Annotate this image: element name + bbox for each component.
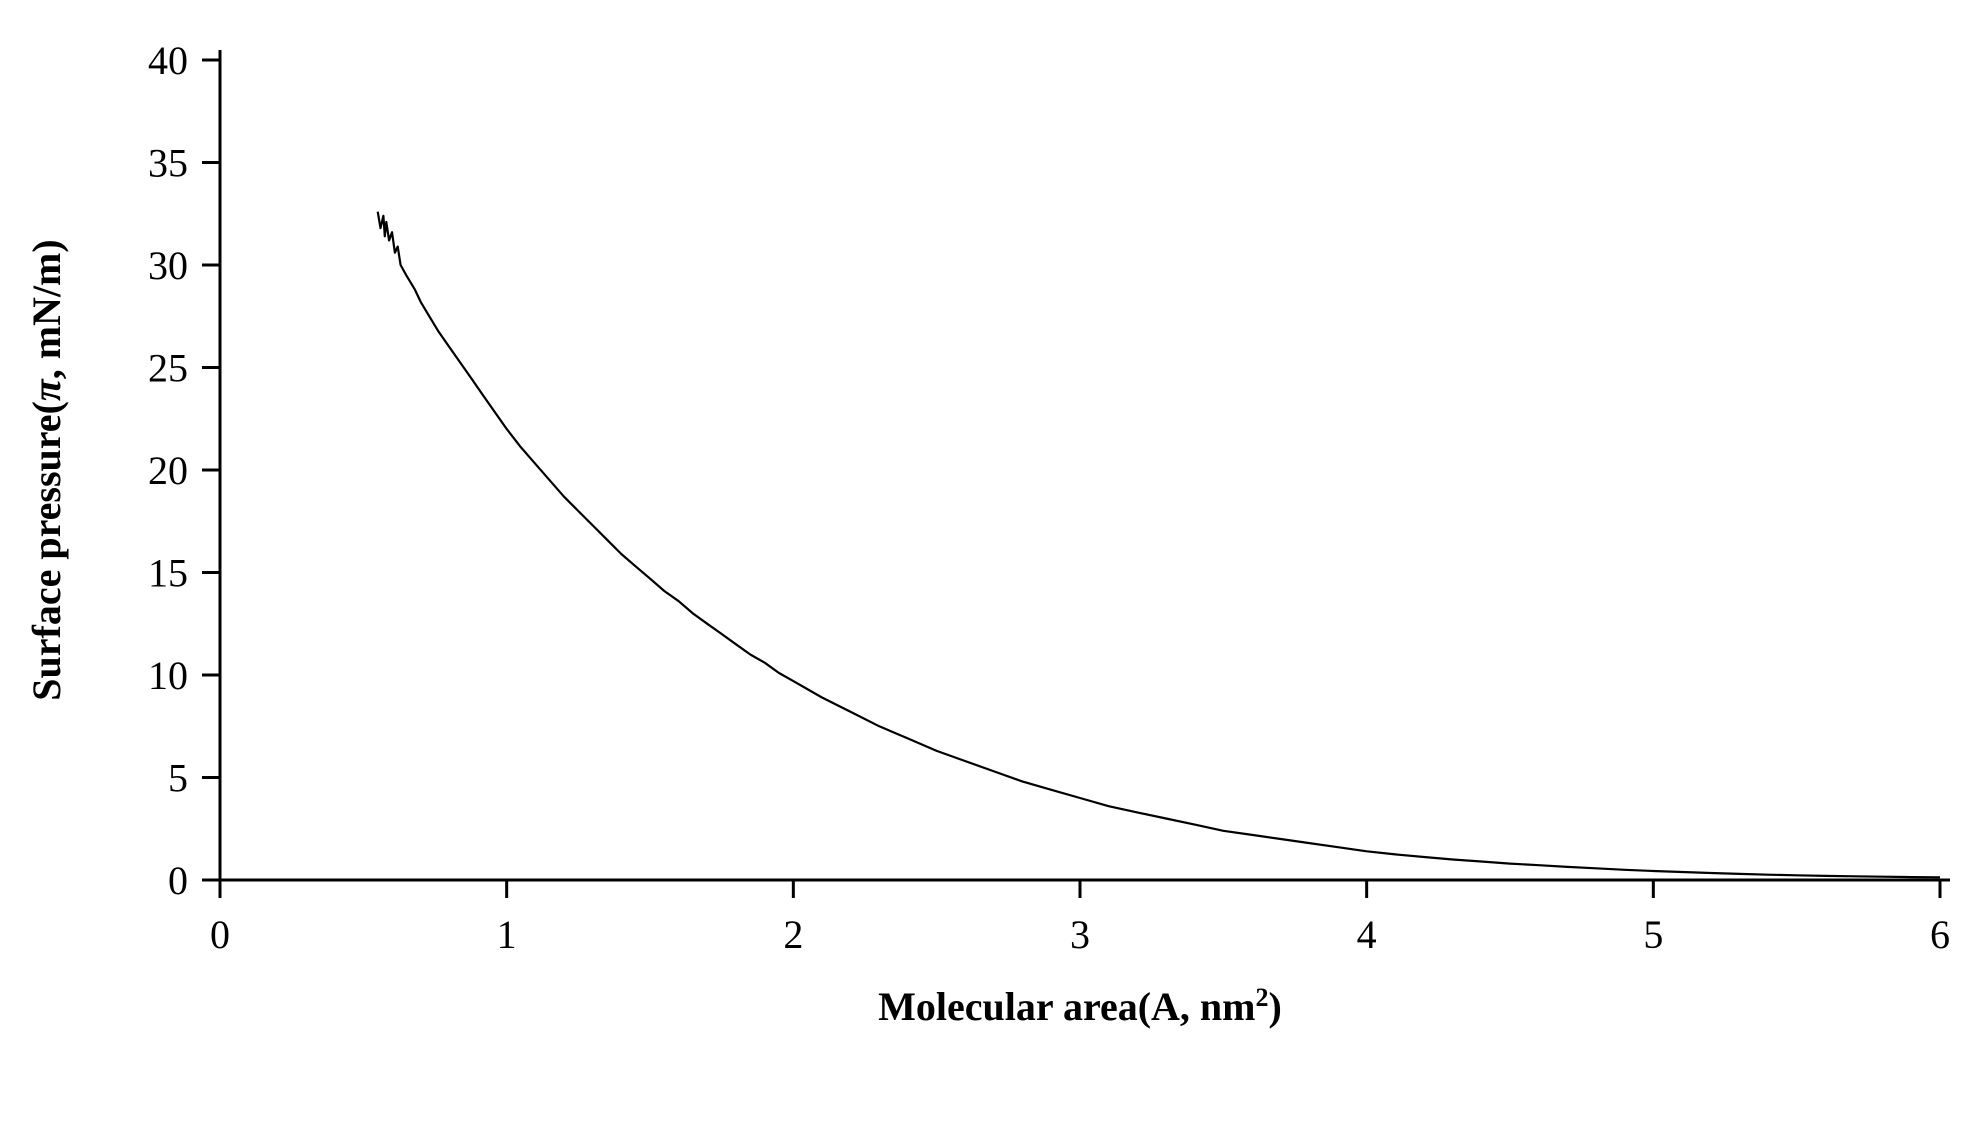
x-tick-label: 1	[497, 912, 517, 957]
y-tick-label: 20	[148, 448, 188, 493]
y-tick-label: 5	[168, 756, 188, 801]
y-tick-label: 10	[148, 653, 188, 698]
x-tick-label: 0	[210, 912, 230, 957]
line-chart-svg: 0 5 10 15 20 25 30 35 40 0 1 2 3 4 5 6 Molecular area(A,…	[0, 0, 1979, 1124]
y-tick-label: 25	[148, 346, 188, 391]
y-axis-label: Surface pressure(π, mN/m)	[24, 239, 69, 700]
x-tick-label: 3	[1070, 912, 1090, 957]
y-tick-label: 30	[148, 243, 188, 288]
chart-background	[0, 0, 1979, 1124]
chart-container: 0 5 10 15 20 25 30 35 40 0 1 2 3 4 5 6 Molecular area(A,…	[0, 0, 1979, 1124]
y-tick-label: 15	[148, 551, 188, 596]
y-tick-label: 0	[168, 858, 188, 903]
y-tick-label: 40	[148, 38, 188, 83]
x-tick-label: 5	[1643, 912, 1663, 957]
x-tick-label: 2	[783, 912, 803, 957]
y-tick-label: 35	[148, 141, 188, 186]
x-tick-label: 6	[1930, 912, 1950, 957]
x-axis-label: Molecular area(A, nm2)	[878, 983, 1282, 1030]
x-tick-label: 4	[1357, 912, 1377, 957]
